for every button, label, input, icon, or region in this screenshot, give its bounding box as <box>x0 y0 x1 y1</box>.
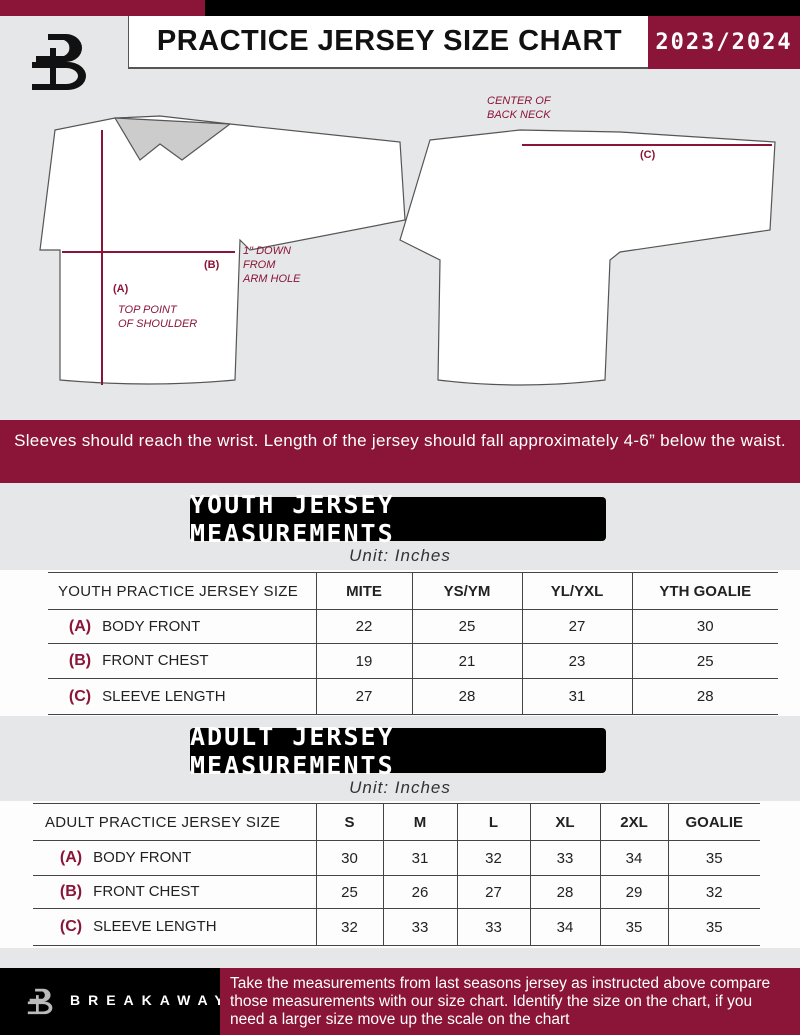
cell: 25 <box>411 609 522 644</box>
row-letter: (A) <box>68 617 92 635</box>
back-jersey <box>399 129 776 386</box>
page-title: PRACTICE JERSEY SIZE CHART <box>128 16 650 69</box>
cell: 26 <box>382 875 457 909</box>
header-cell: L <box>456 803 530 841</box>
youth-section-title: YOUTH JERSEY MEASUREMENTS <box>190 490 606 548</box>
table-row: (C) SLEEVE LENGTH 32 33 33 34 35 35 <box>33 908 760 946</box>
sizing-instructions-banner: Sleeves should reach the wrist. Length o… <box>0 420 800 483</box>
cell: 19 <box>315 643 412 679</box>
arm-hole-note: 1" DOWN FROM ARM HOLE <box>243 245 301 285</box>
header-cell: YS/YM <box>411 572 522 610</box>
cell: 32 <box>456 840 530 876</box>
youth-size-table: YOUTH PRACTICE JERSEY SIZE MITE YS/YM YL… <box>48 572 778 715</box>
cell: 28 <box>631 678 778 715</box>
cell: 30 <box>631 609 778 644</box>
adult-size-table: ADULT PRACTICE JERSEY SIZE S M L XL 2XL … <box>33 803 760 946</box>
row-label: SLEEVE LENGTH <box>102 687 226 705</box>
header-cell: M <box>382 803 457 841</box>
cell: 31 <box>382 840 457 876</box>
cell: 34 <box>529 908 600 946</box>
header-cell: YL/YXL <box>521 572 632 610</box>
cell: 27 <box>521 609 632 644</box>
cell: 22 <box>315 609 412 644</box>
front-jersey <box>39 115 406 385</box>
header-cell: XL <box>529 803 600 841</box>
cell: 29 <box>599 875 668 909</box>
cell: 25 <box>631 643 778 679</box>
row-label: FRONT CHEST <box>102 652 209 669</box>
top-point-note: TOP POINT OF SHOULDER <box>118 304 198 330</box>
cell: 34 <box>599 840 668 876</box>
a-marker: (A) <box>113 283 129 295</box>
cell: 21 <box>411 643 522 679</box>
cell: 32 <box>667 875 760 909</box>
header-cell: YTH GOALIE <box>631 572 778 610</box>
cell: 28 <box>411 678 522 715</box>
cell: 33 <box>382 908 457 946</box>
row-letter: (B) <box>68 652 92 669</box>
breakaway-logo <box>32 34 86 90</box>
jersey-diagram <box>39 115 776 386</box>
header-cell: S <box>315 803 383 841</box>
table-header-row: YOUTH PRACTICE JERSEY SIZE MITE YS/YM YL… <box>48 572 778 610</box>
cell: 28 <box>529 875 600 909</box>
row-label: FRONT CHEST <box>93 883 200 900</box>
header-cell: ADULT PRACTICE JERSEY SIZE <box>33 803 316 841</box>
row-label: SLEEVE LENGTH <box>93 918 217 935</box>
cell: 35 <box>599 908 668 946</box>
table-row: (C) SLEEVE LENGTH 27 28 31 28 <box>48 678 778 715</box>
table-row: (A) BODY FRONT 30 31 32 33 34 35 <box>33 840 760 876</box>
cell: 25 <box>315 875 383 909</box>
cell: 35 <box>667 840 760 876</box>
top-accent-bar <box>0 0 205 16</box>
cell: 23 <box>521 643 632 679</box>
cell: 27 <box>456 875 530 909</box>
row-letter: (C) <box>68 687 92 705</box>
footer-instructions: Take the measurements from last seasons … <box>220 968 800 1035</box>
row-letter: (A) <box>59 849 83 866</box>
youth-unit: Unit: Inches <box>349 546 451 565</box>
center-back-neck-note: CENTER OF BACK NECK <box>487 95 551 121</box>
cell: 33 <box>456 908 530 946</box>
table-header-row: ADULT PRACTICE JERSEY SIZE S M L XL 2XL … <box>33 803 760 841</box>
season-label: 2023/2024 <box>648 16 800 69</box>
row-label: BODY FRONT <box>93 849 192 866</box>
b-marker: (B) <box>204 259 220 271</box>
header-cell: YOUTH PRACTICE JERSEY SIZE <box>48 572 316 610</box>
top-black-bar <box>205 0 800 16</box>
header-cell: GOALIE <box>667 803 760 841</box>
row-letter: (B) <box>59 883 83 900</box>
header-cell: 2XL <box>599 803 668 841</box>
table-row: (B) FRONT CHEST 19 21 23 25 <box>48 643 778 679</box>
table-row: (B) FRONT CHEST 25 26 27 28 29 32 <box>33 875 760 909</box>
table-row: (A) BODY FRONT 22 25 27 30 <box>48 609 778 644</box>
c-marker: (C) <box>640 149 656 161</box>
breakaway-logo-small <box>27 988 53 1015</box>
footer-brand: BREAKAWAY <box>70 992 232 1008</box>
header-cell: MITE <box>315 572 412 610</box>
cell: 32 <box>315 908 383 946</box>
adult-unit: Unit: Inches <box>349 778 451 797</box>
row-letter: (C) <box>59 918 83 935</box>
row-label: BODY FRONT <box>102 617 201 635</box>
cell: 30 <box>315 840 383 876</box>
adult-section-title: ADULT JERSEY MEASUREMENTS <box>190 722 606 780</box>
cell: 33 <box>529 840 600 876</box>
cell: 35 <box>667 908 760 946</box>
cell: 31 <box>521 678 632 715</box>
cell: 27 <box>315 678 412 715</box>
